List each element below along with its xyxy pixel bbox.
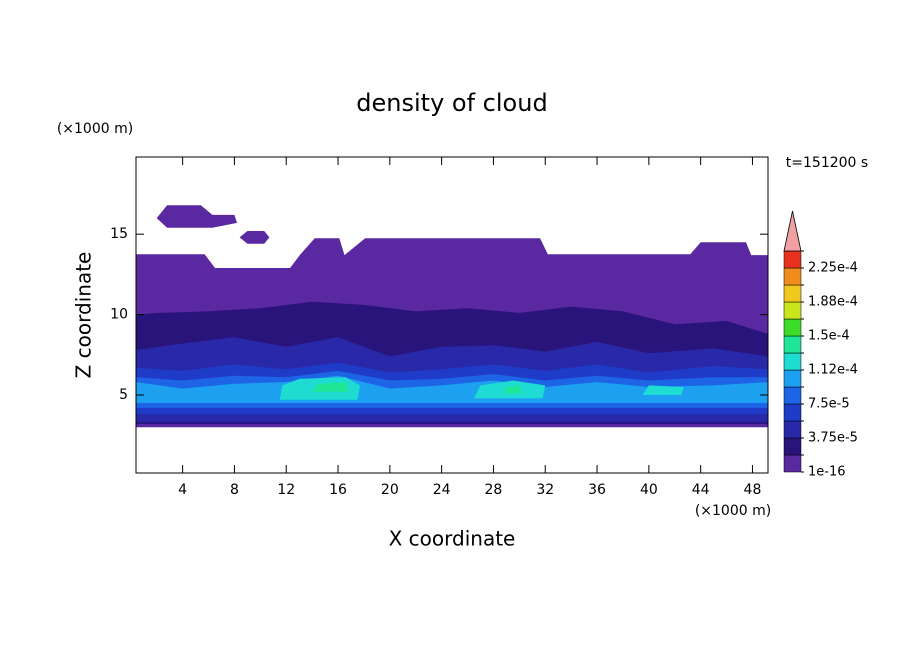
x-tick-label: 36 bbox=[588, 482, 606, 498]
colorbar-box bbox=[783, 386, 802, 405]
colorbar-label: 1.12e-4 bbox=[808, 363, 858, 378]
contour-region bbox=[312, 382, 349, 392]
colorbar-box bbox=[783, 403, 802, 422]
contour-region bbox=[642, 385, 684, 395]
colorbar-box bbox=[783, 284, 802, 303]
colorbar-label: 7.5e-5 bbox=[808, 397, 850, 412]
x-tick-label: 16 bbox=[329, 482, 347, 498]
x-tick-label: 8 bbox=[230, 482, 239, 498]
colorbar-box bbox=[783, 318, 802, 337]
colorbar-label: 1.5e-4 bbox=[808, 329, 850, 344]
x-tick-label: 40 bbox=[640, 482, 658, 498]
x-axis-label: X coordinate bbox=[389, 527, 516, 551]
x-tick-label: 4 bbox=[178, 482, 187, 498]
x-unit: (×1000 m) bbox=[695, 503, 771, 519]
colorbar-label: 2.25e-4 bbox=[808, 261, 858, 276]
colorbar-box bbox=[783, 437, 802, 456]
x-tick-label: 24 bbox=[433, 482, 451, 498]
colorbar-box bbox=[783, 301, 802, 320]
chart-title: density of cloud bbox=[356, 89, 547, 117]
time-label: t=151200 s bbox=[786, 155, 868, 171]
x-tick-label: 44 bbox=[692, 482, 710, 498]
colorbar-box bbox=[783, 369, 802, 388]
x-tick-label: 32 bbox=[536, 482, 554, 498]
x-tick-label: 28 bbox=[485, 482, 503, 498]
x-tick-label: 20 bbox=[381, 482, 399, 498]
y-tick-label: 15 bbox=[110, 226, 128, 242]
colorbar-box bbox=[783, 352, 802, 371]
x-tick-label: 48 bbox=[744, 482, 762, 498]
y-tick-label: 5 bbox=[119, 387, 128, 403]
colorbar-label: 3.75e-5 bbox=[808, 431, 858, 446]
contour-region bbox=[156, 205, 237, 228]
colorbar-box bbox=[783, 454, 802, 473]
colorbar-box bbox=[783, 267, 802, 286]
colorbar-label: 1e-16 bbox=[808, 465, 846, 480]
contour-region bbox=[503, 385, 522, 394]
x-tick-label: 12 bbox=[277, 482, 295, 498]
y-tick-label: 10 bbox=[110, 307, 128, 323]
y-unit: (×1000 m) bbox=[57, 121, 133, 137]
contour-region bbox=[239, 231, 270, 244]
colorbar-box bbox=[783, 250, 802, 269]
y-axis-label: Z coordinate bbox=[72, 252, 96, 379]
colorbar-box bbox=[783, 335, 802, 354]
colorbar-box bbox=[783, 420, 802, 439]
colorbar-overflow bbox=[783, 210, 802, 252]
colorbar-label: 1.88e-4 bbox=[808, 295, 858, 310]
